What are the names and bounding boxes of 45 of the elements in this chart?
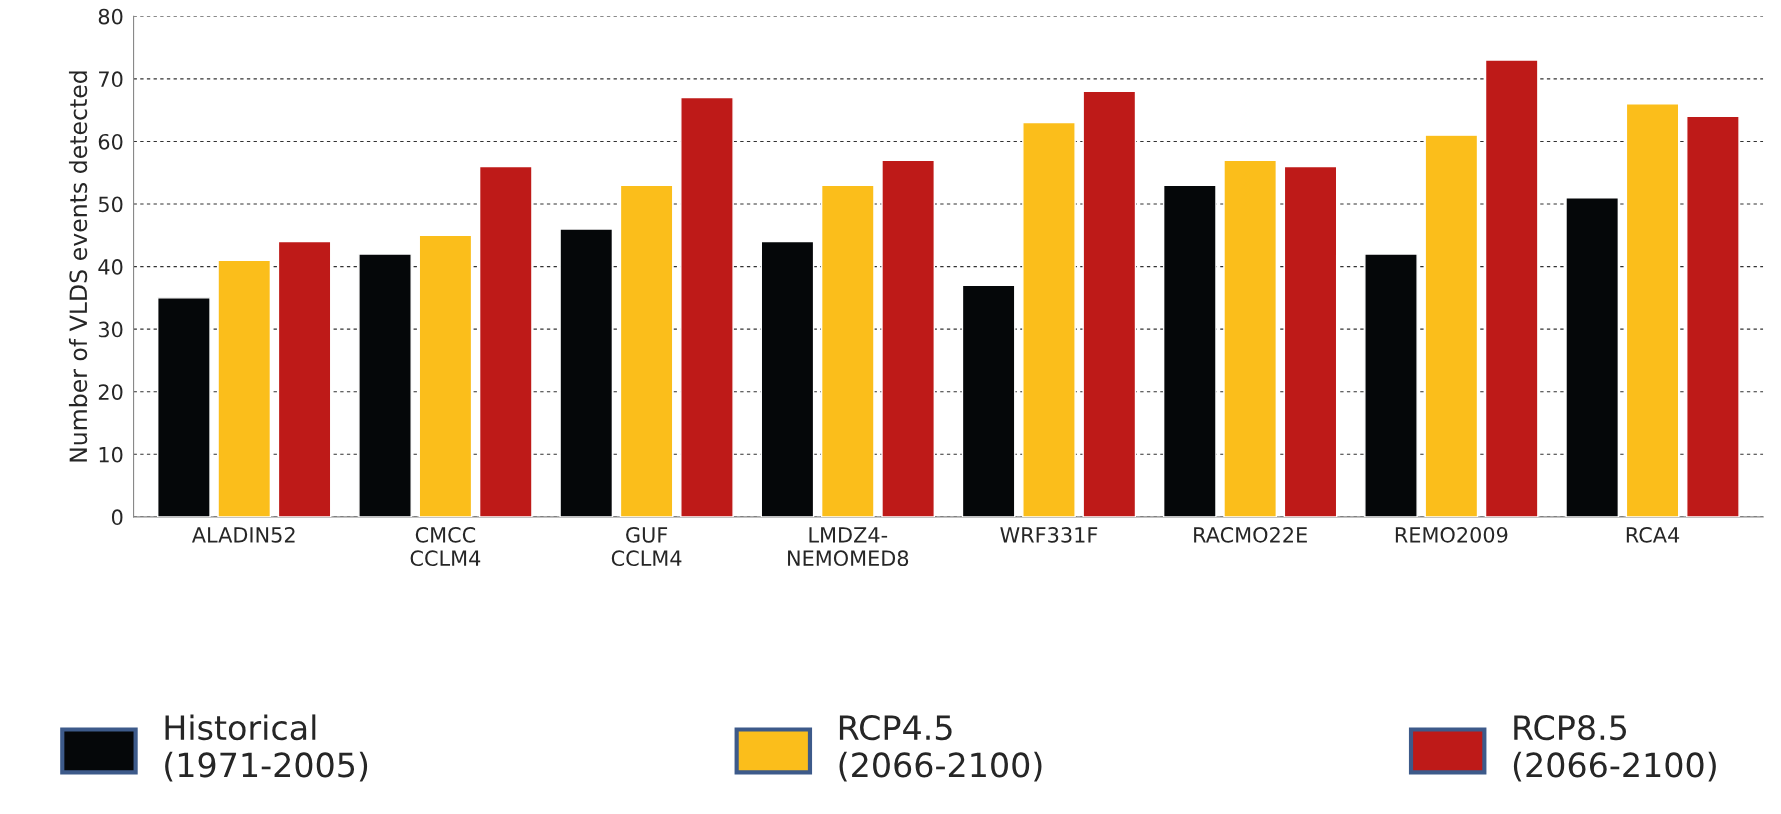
x-tick-label: LMDZ4- NEMOMED8 <box>788 527 909 567</box>
y-tick-label: 60 <box>98 133 123 150</box>
x-tick-label: RCA4 <box>1626 526 1680 543</box>
x-tick-label: CMCC CCLM4 <box>410 526 481 567</box>
y-tick-label: 70 <box>99 71 123 88</box>
bar <box>478 165 533 517</box>
bar <box>1223 159 1278 517</box>
legend-label: RCP4.5 (2066-2100) <box>839 715 1042 782</box>
bar <box>157 297 211 517</box>
y-tick-label: 30 <box>98 321 123 338</box>
bar <box>1625 103 1680 517</box>
bar <box>277 240 332 517</box>
x-tick-label: REMO2009 <box>1395 526 1508 543</box>
y-axis-title: Number of VLDS events detected <box>68 71 88 462</box>
bar <box>418 234 473 517</box>
x-tick-label: GUF CCLM4 <box>611 526 682 567</box>
bar <box>1565 197 1620 517</box>
legend-label: Historical (1971-2005) <box>165 714 368 782</box>
legend-label: RCP8.5 (2066-2100) <box>1513 715 1716 782</box>
bar <box>1686 115 1740 517</box>
bar <box>1162 184 1217 517</box>
bar <box>217 259 272 517</box>
y-tick-label: 80 <box>98 8 123 25</box>
y-tick-label: 0 <box>111 509 123 526</box>
bar <box>961 284 1016 517</box>
bar <box>1424 134 1479 517</box>
y-tick-label: 40 <box>98 259 123 275</box>
bar <box>559 228 614 517</box>
bar <box>760 240 815 517</box>
x-tick-label: RACMO22E <box>1194 526 1307 543</box>
bar <box>881 159 935 517</box>
y-tick-label: 20 <box>98 384 123 400</box>
y-tick-label: 10 <box>99 446 123 463</box>
bar <box>1022 121 1076 517</box>
bar <box>820 184 875 517</box>
bar <box>1364 253 1418 517</box>
bar <box>1283 165 1338 517</box>
bar <box>358 253 412 517</box>
bar <box>1484 59 1539 517</box>
bar <box>619 184 674 517</box>
y-tick-label: 50 <box>98 196 123 213</box>
bar <box>680 96 734 517</box>
bar <box>1082 90 1137 517</box>
x-tick-label: ALADIN52 <box>191 526 295 543</box>
x-tick-label: WRF331F <box>1000 526 1098 543</box>
